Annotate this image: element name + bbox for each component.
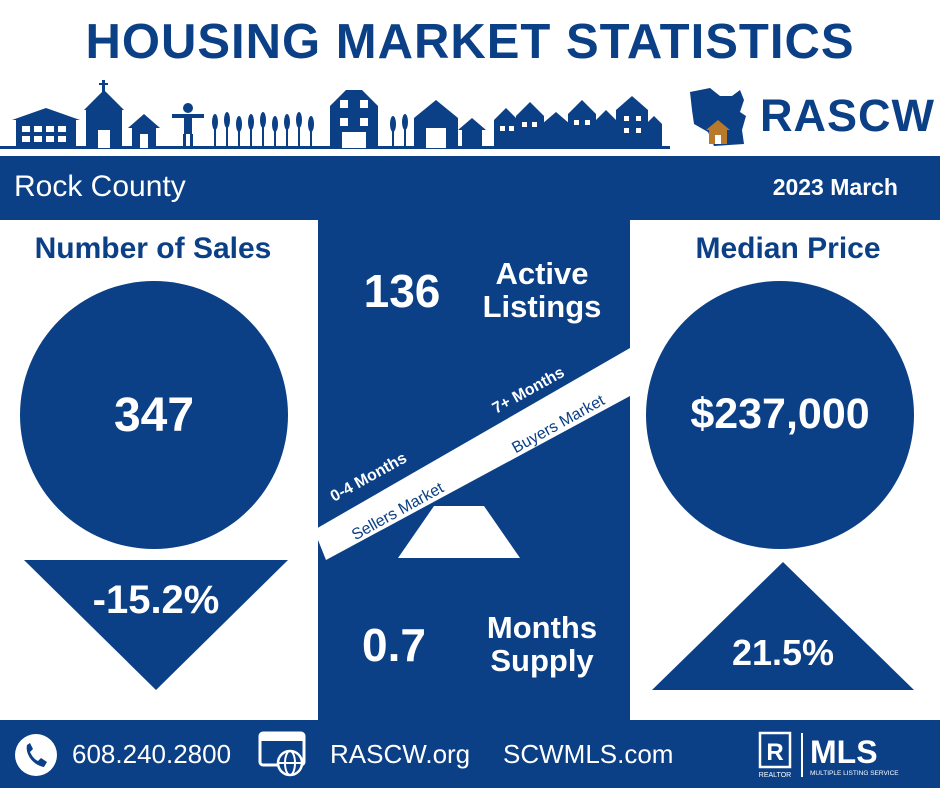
scale-fulcrum [398, 506, 520, 558]
logo-wordmark: RASCW [760, 90, 935, 141]
sales-value: 347 [113, 389, 195, 442]
mls-subtitle: MULTIPLE LISTING SERVICE [810, 770, 899, 777]
town-skyline-illustration [0, 80, 670, 149]
listings-label: Active Listings [468, 256, 616, 324]
price-change: 21.5% [731, 632, 835, 673]
price-circle [646, 281, 914, 549]
sales-change: -15.2% [92, 578, 220, 622]
listings-label-line2: Listings [482, 288, 602, 324]
sales-circle [20, 281, 288, 549]
county-label: Rock County [14, 170, 186, 203]
realtor-mls-logos: R REALTOR MLS MULTIPLE LISTING SERVICE [758, 731, 899, 779]
wisconsin-house-icon [690, 88, 746, 146]
rascw-logo: RASCW [684, 86, 934, 152]
supply-value: 0.7 [362, 619, 426, 671]
realtor-mark: REALTOR [759, 772, 791, 779]
mls-wordmark: MLS [810, 734, 878, 770]
supply-label: Months Supply [468, 610, 616, 678]
price-heading: Median Price [695, 232, 881, 265]
price-value: $237,000 [690, 390, 870, 438]
svg-text:R: R [766, 739, 783, 766]
price-up-triangle [652, 562, 914, 690]
phone-icon [15, 734, 57, 776]
footer-bar [0, 720, 940, 788]
scale-beam [314, 348, 630, 560]
page-title: HOUSING MARKET STATISTICS [85, 15, 855, 69]
listings-value: 136 [363, 265, 441, 317]
phone-number[interactable]: 608.240.2800 [72, 739, 232, 769]
supply-label-line2: Supply [490, 642, 594, 678]
rascw-website-link[interactable]: RASCW.org [330, 739, 471, 769]
market-scale-graphic: 0-4 Months Sellers Market 7+ Months Buye… [314, 348, 630, 560]
report-date: 2023 March [772, 174, 898, 200]
listings-label-line1: Active [495, 256, 589, 291]
sales-heading: Number of Sales [34, 232, 272, 265]
website-globe-icon [258, 731, 306, 777]
sales-down-triangle [24, 560, 288, 690]
scwmls-website-link[interactable]: SCWMLS.com [503, 739, 674, 769]
supply-label-line1: Months [486, 610, 598, 645]
